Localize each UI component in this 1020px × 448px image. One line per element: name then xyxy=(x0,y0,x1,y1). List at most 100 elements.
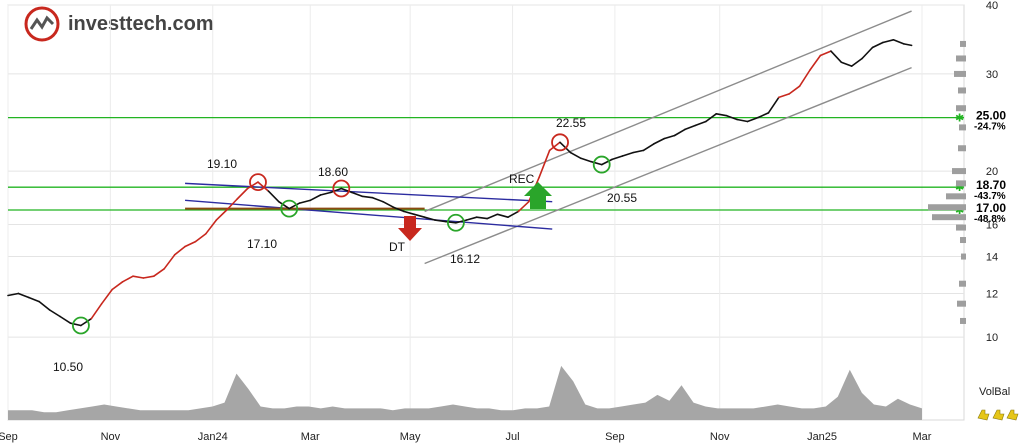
price-segment xyxy=(100,288,113,305)
sell-signal-arrow-icon xyxy=(398,216,422,241)
support-levels: 25.00-24.7% ✱ 18.70-43.7% ✱ 17.00-48.8% ✱ xyxy=(8,108,1020,225)
histogram-bar xyxy=(954,70,966,77)
price-segment xyxy=(632,149,645,154)
price-segment xyxy=(736,118,749,123)
histogram-bar xyxy=(961,253,966,260)
level-value: 25.00 xyxy=(976,109,1006,123)
price-segment xyxy=(257,181,270,192)
price-segment xyxy=(809,54,822,71)
price-segment xyxy=(882,38,895,44)
thumb-icon-3 xyxy=(1006,409,1019,421)
y-tick-label: 12 xyxy=(986,288,998,300)
y-tick-label: 10 xyxy=(986,332,998,344)
price-segment xyxy=(246,181,259,190)
price-segment xyxy=(746,116,759,123)
price-segment xyxy=(725,114,738,121)
y-tick-label: 20 xyxy=(986,166,998,178)
x-tick-label: Nov xyxy=(710,431,730,443)
price-segment xyxy=(496,213,509,218)
price-segment xyxy=(507,210,520,218)
price-segment xyxy=(830,50,843,64)
histogram-bar xyxy=(956,55,966,62)
volume-area xyxy=(8,365,922,420)
level-pct: -24.7% xyxy=(974,122,1006,133)
price-segment xyxy=(590,160,603,166)
price-segment xyxy=(642,143,655,152)
price-segment xyxy=(840,61,853,67)
level-pct: -43.7% xyxy=(974,191,1006,202)
annotation-rec: REC xyxy=(509,172,535,186)
price-segment xyxy=(27,296,41,303)
price-segment xyxy=(111,280,124,291)
falling-channel-upper xyxy=(185,182,553,203)
price-segment xyxy=(423,216,436,221)
price-segment xyxy=(392,206,405,213)
price-segment xyxy=(850,57,863,67)
price-segment xyxy=(7,292,20,297)
price-segment xyxy=(892,38,905,45)
falling-channel-lower xyxy=(185,199,553,230)
histogram-bar xyxy=(959,124,966,131)
price-segment xyxy=(330,187,343,194)
level-star-icon: ✱ xyxy=(955,205,964,217)
histogram-bar xyxy=(960,237,966,244)
histogram-bar xyxy=(928,204,966,211)
price-segment xyxy=(548,141,561,152)
level-label-bg xyxy=(966,178,1020,201)
level-label-bg xyxy=(966,108,1020,131)
price-segment xyxy=(777,93,791,99)
price-segment xyxy=(205,219,218,235)
rising-channel-lower xyxy=(424,66,912,265)
price-segment xyxy=(298,199,311,204)
histogram-bar xyxy=(960,40,966,47)
signal-circle xyxy=(280,199,299,218)
price-segment xyxy=(309,194,322,202)
price-segment xyxy=(121,275,134,283)
annotation-high-1910: 19.10 xyxy=(207,157,237,171)
logo-chart-icon xyxy=(29,15,55,30)
level-value: 17.00 xyxy=(976,201,1006,215)
price-segment xyxy=(694,120,707,127)
price-segment xyxy=(163,254,176,270)
price-segment xyxy=(611,155,624,161)
price-segment xyxy=(517,200,530,213)
price-segment xyxy=(819,50,832,57)
price-segment xyxy=(288,202,301,210)
price-segment xyxy=(580,157,593,163)
signal-markers xyxy=(72,133,611,335)
histogram-bar xyxy=(956,180,966,187)
histogram-bar xyxy=(956,105,966,112)
x-tick-label: Sep xyxy=(605,431,625,443)
annotation-low-1710: 17.10 xyxy=(247,237,277,251)
x-tick-label: Sep xyxy=(0,431,18,443)
price-segment xyxy=(225,198,238,211)
price-segment xyxy=(798,69,811,87)
price-segment xyxy=(38,300,51,311)
thumb-icon-2 xyxy=(992,409,1005,421)
histogram-bar xyxy=(946,193,966,200)
x-tick-label: Nov xyxy=(101,431,121,443)
price-segment xyxy=(90,302,103,320)
price-segment xyxy=(319,191,332,196)
histogram-bar xyxy=(958,87,966,94)
price-segment xyxy=(267,190,280,203)
price-segment xyxy=(705,113,718,123)
price-segment xyxy=(767,96,780,114)
price-series xyxy=(7,38,913,327)
signal-circle xyxy=(446,213,465,232)
price-segment xyxy=(59,315,72,325)
price-segment xyxy=(673,128,686,137)
price-segment xyxy=(184,240,197,248)
price-segment xyxy=(340,187,353,194)
level-value: 18.70 xyxy=(976,178,1006,192)
price-segment xyxy=(455,219,468,224)
level-label-bg xyxy=(966,201,1020,224)
volume-area-fill xyxy=(8,365,922,420)
price-segment xyxy=(132,275,145,279)
price-segment xyxy=(652,137,666,145)
price-segment xyxy=(361,195,374,199)
level-star-icon: ✱ xyxy=(955,113,964,125)
price-segment xyxy=(475,216,488,220)
signal-circle xyxy=(592,155,611,174)
